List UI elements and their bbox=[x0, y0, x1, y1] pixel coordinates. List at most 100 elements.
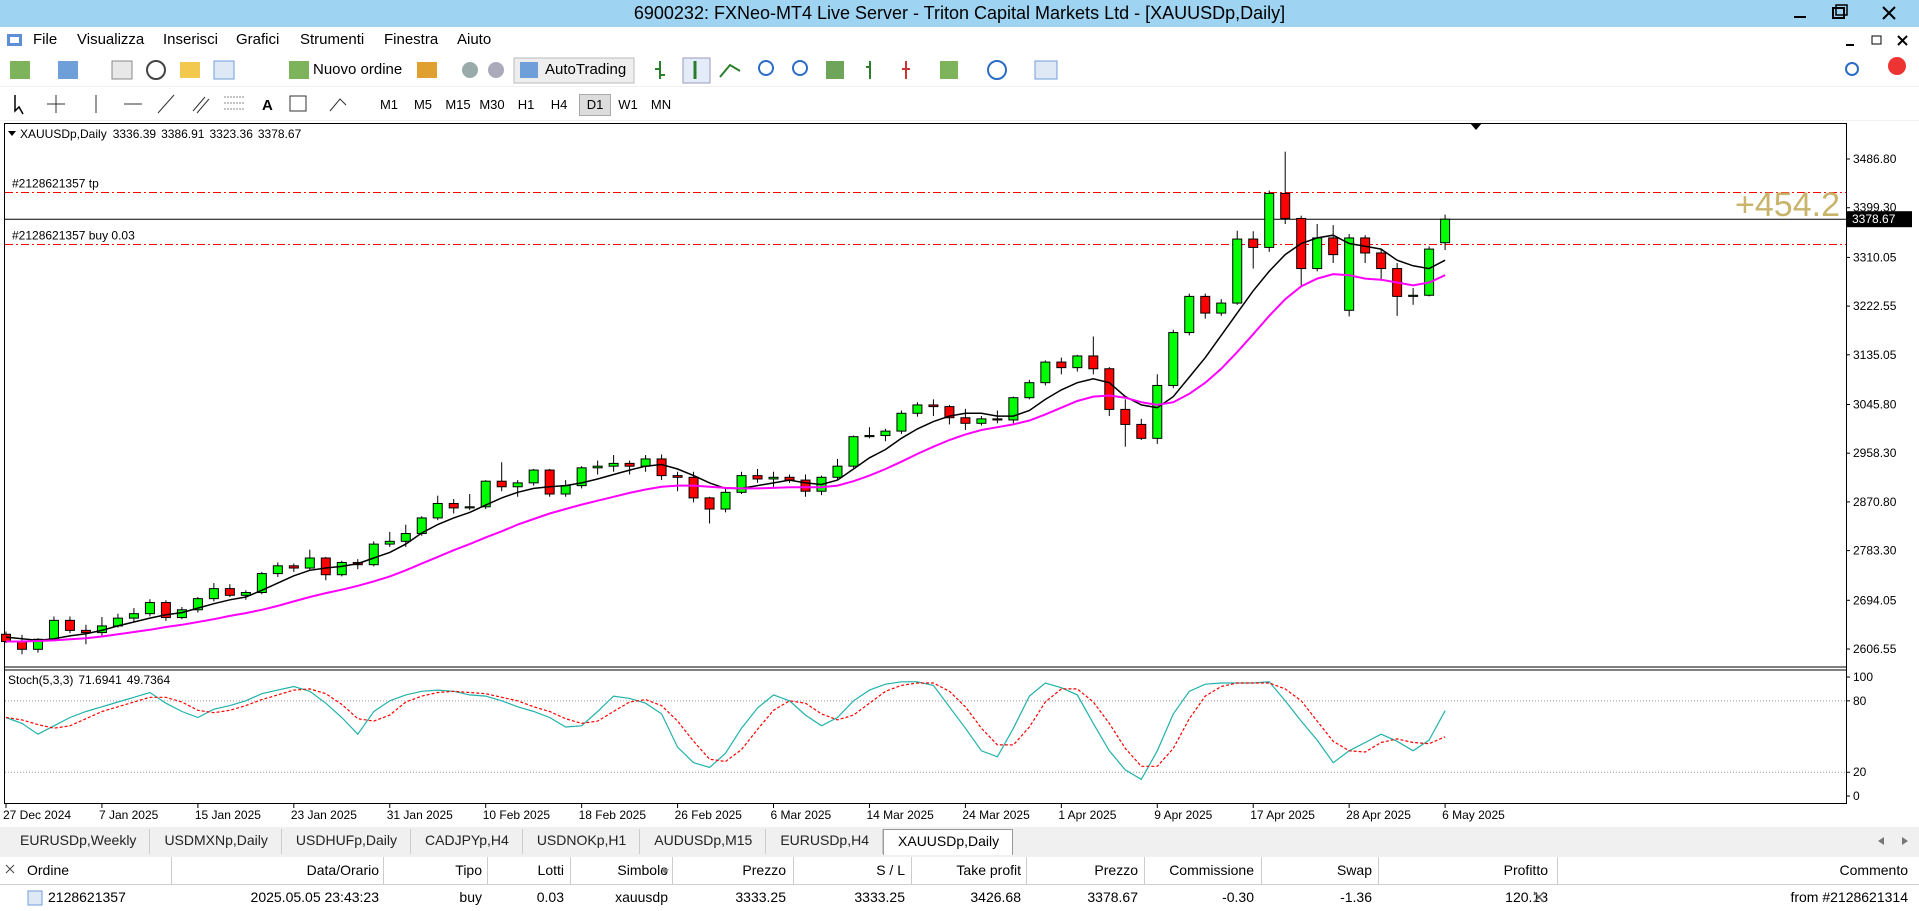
menu-item[interactable]: File bbox=[33, 31, 58, 48]
column-header[interactable]: Simbolo bbox=[617, 862, 668, 878]
icon[interactable] bbox=[14, 95, 24, 115]
chart-tab[interactable]: XAUUSDp,Daily bbox=[883, 829, 1014, 855]
icon[interactable] bbox=[180, 62, 200, 78]
minimize-button[interactable] bbox=[1780, 0, 1820, 27]
icon[interactable] bbox=[488, 62, 504, 78]
timeframe-button[interactable]: M30 bbox=[479, 97, 505, 112]
icon[interactable] bbox=[224, 96, 244, 110]
column-separator bbox=[1261, 857, 1262, 884]
menu-item[interactable]: Inserisci bbox=[163, 31, 219, 48]
timeframe-button[interactable]: H1 bbox=[517, 97, 535, 112]
column-header[interactable]: Data/Orario bbox=[306, 862, 379, 878]
icon[interactable] bbox=[758, 60, 774, 76]
icon[interactable] bbox=[329, 98, 347, 112]
chart-tab[interactable]: AUDUSDp,M15 bbox=[640, 829, 767, 854]
search-icon[interactable] bbox=[1845, 62, 1859, 76]
candle-body bbox=[720, 491, 731, 510]
table-icons bbox=[5, 864, 1545, 906]
icon[interactable] bbox=[655, 61, 665, 79]
candle-body bbox=[608, 462, 619, 467]
icon[interactable] bbox=[146, 60, 166, 80]
icon[interactable] bbox=[826, 61, 844, 79]
candle-body bbox=[1168, 332, 1179, 386]
x-tick-label: 18 Feb 2025 bbox=[579, 808, 647, 822]
column-header[interactable]: Swap bbox=[1336, 862, 1372, 878]
column-separator bbox=[487, 857, 488, 884]
menu-item[interactable]: Grafici bbox=[236, 31, 280, 48]
table-cell: 2128621357 bbox=[48, 889, 126, 905]
candle-body bbox=[704, 497, 715, 510]
timeframe-button[interactable]: M15 bbox=[445, 97, 471, 112]
x-tick-label: 31 Jan 2025 bbox=[387, 808, 453, 822]
tab-scroll bbox=[1878, 837, 1908, 845]
restore-button[interactable] bbox=[1820, 0, 1860, 27]
column-header[interactable]: Take profit bbox=[956, 862, 1021, 878]
icon[interactable] bbox=[47, 95, 65, 113]
timeframe-button[interactable]: W1 bbox=[618, 97, 638, 112]
table-cell: -0.30 bbox=[1222, 889, 1254, 905]
column-header[interactable]: Prezzo bbox=[1094, 862, 1138, 878]
candle-body bbox=[128, 613, 139, 619]
candle-body bbox=[512, 482, 523, 488]
icon[interactable] bbox=[213, 60, 235, 80]
menu-bar: File Visualizza Inserisci Grafici Strumenti F… bbox=[0, 27, 1919, 55]
icon[interactable] bbox=[940, 61, 958, 79]
icon[interactable] bbox=[719, 63, 741, 78]
candle-body bbox=[1440, 218, 1451, 244]
column-header[interactable]: Tipo bbox=[455, 862, 482, 878]
icon[interactable] bbox=[1034, 60, 1058, 80]
candle-body bbox=[736, 475, 747, 493]
candle-body bbox=[832, 465, 843, 478]
icon[interactable] bbox=[58, 61, 78, 79]
candle-body bbox=[1232, 238, 1243, 304]
chart-tab[interactable]: EURUSDp,H4 bbox=[766, 829, 884, 854]
menu-item[interactable]: Strumenti bbox=[300, 31, 365, 48]
timeframe-button[interactable]: H4 bbox=[550, 97, 568, 112]
chart-tab[interactable]: EURUSDp,Weekly bbox=[6, 829, 151, 854]
icon[interactable] bbox=[792, 60, 808, 76]
column-header[interactable]: S / L bbox=[876, 862, 905, 878]
icon[interactable] bbox=[462, 62, 478, 78]
chart-tab[interactable]: USDMXNp,Daily bbox=[150, 829, 282, 854]
column-header[interactable]: Profitto bbox=[1503, 862, 1548, 878]
menu-item[interactable]: Visualizza bbox=[77, 31, 145, 48]
chart-tab[interactable]: USDHUFp,Daily bbox=[282, 829, 412, 854]
menu-item[interactable]: Aiuto bbox=[457, 31, 492, 48]
chart-tab[interactable]: USDNOKp,H1 bbox=[523, 829, 641, 854]
signal-value: 49.7364 bbox=[127, 673, 171, 687]
column-header[interactable]: Lotti bbox=[537, 862, 564, 878]
icon[interactable] bbox=[289, 95, 307, 112]
candle-body bbox=[1056, 361, 1067, 369]
icon[interactable] bbox=[866, 61, 871, 79]
timeframe-button[interactable]: D1 bbox=[579, 94, 611, 116]
icon[interactable] bbox=[902, 61, 910, 79]
column-header[interactable]: Ordine bbox=[27, 862, 70, 878]
candle-body bbox=[224, 588, 235, 596]
new-order-label[interactable]: Nuovo ordine bbox=[313, 61, 403, 78]
y-tick-label: 3310.05 bbox=[1853, 250, 1897, 264]
icon[interactable] bbox=[289, 61, 309, 79]
timeframe-button[interactable]: MN bbox=[650, 97, 672, 112]
chart-tab[interactable]: CADJPYp,H4 bbox=[411, 829, 523, 854]
icon[interactable] bbox=[417, 62, 437, 78]
icon[interactable] bbox=[192, 96, 210, 114]
x-tick-label: 10 Feb 2025 bbox=[483, 808, 551, 822]
candle-body bbox=[528, 469, 539, 484]
icon[interactable] bbox=[157, 94, 175, 114]
notification-badge[interactable] bbox=[1888, 57, 1906, 75]
icon[interactable] bbox=[111, 60, 133, 80]
column-header[interactable]: Commissione bbox=[1169, 862, 1254, 878]
timeframe-button[interactable]: M1 bbox=[379, 97, 399, 112]
candle-body bbox=[560, 485, 571, 495]
menu-item[interactable]: Finestra bbox=[384, 31, 439, 48]
candle-body bbox=[752, 475, 763, 480]
timeframe-button[interactable]: M5 bbox=[413, 97, 433, 112]
column-header[interactable]: Prezzo bbox=[742, 862, 786, 878]
moving-average bbox=[6, 273, 1446, 643]
icon[interactable] bbox=[10, 61, 30, 79]
candle-body bbox=[1024, 382, 1035, 399]
icon[interactable]: A bbox=[262, 97, 273, 114]
column-header[interactable]: Commento bbox=[1839, 862, 1908, 878]
icon[interactable] bbox=[987, 60, 1007, 80]
autotrading-label[interactable]: AutoTrading bbox=[545, 61, 627, 78]
